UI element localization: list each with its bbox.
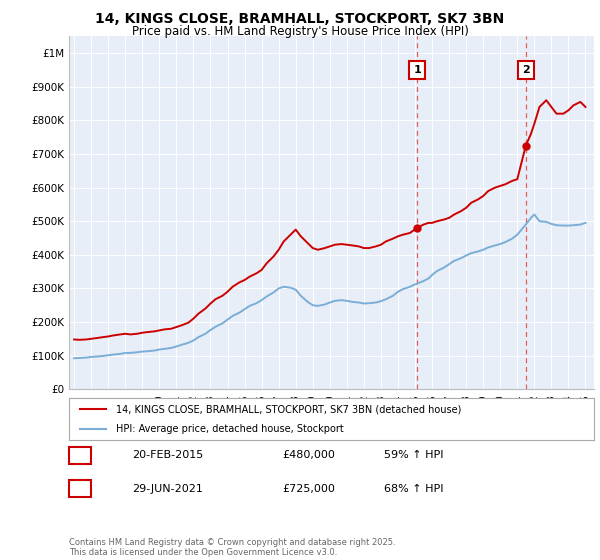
Text: Contains HM Land Registry data © Crown copyright and database right 2025.
This d: Contains HM Land Registry data © Crown c… [69,538,395,557]
Text: 1: 1 [413,65,421,75]
Text: 2: 2 [522,65,530,75]
Text: 2: 2 [76,484,83,494]
Text: £725,000: £725,000 [282,484,335,494]
Text: 68% ↑ HPI: 68% ↑ HPI [384,484,443,494]
Text: HPI: Average price, detached house, Stockport: HPI: Average price, detached house, Stoc… [116,424,344,434]
Text: 20-FEB-2015: 20-FEB-2015 [132,450,203,460]
Text: 14, KINGS CLOSE, BRAMHALL, STOCKPORT, SK7 3BN: 14, KINGS CLOSE, BRAMHALL, STOCKPORT, SK… [95,12,505,26]
Text: Price paid vs. HM Land Registry's House Price Index (HPI): Price paid vs. HM Land Registry's House … [131,25,469,38]
Text: £480,000: £480,000 [282,450,335,460]
Text: 14, KINGS CLOSE, BRAMHALL, STOCKPORT, SK7 3BN (detached house): 14, KINGS CLOSE, BRAMHALL, STOCKPORT, SK… [116,404,461,414]
Text: 1: 1 [76,450,83,460]
Text: 29-JUN-2021: 29-JUN-2021 [132,484,203,494]
Text: 59% ↑ HPI: 59% ↑ HPI [384,450,443,460]
